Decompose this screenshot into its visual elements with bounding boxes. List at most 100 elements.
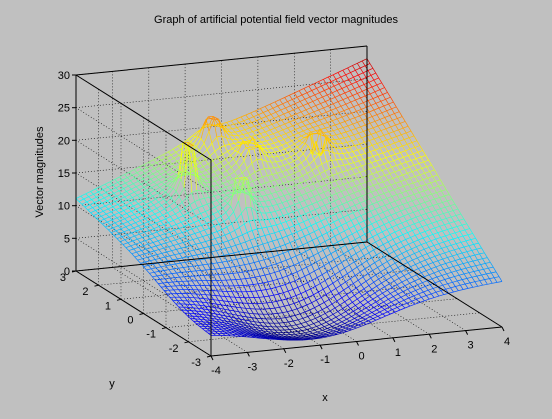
mesh-line-x	[412, 169, 418, 173]
mesh-line-x	[432, 174, 438, 177]
mesh-line-y	[393, 296, 397, 300]
mesh-line-y	[288, 266, 293, 275]
mesh-line-x	[434, 225, 440, 229]
mesh-line-x	[376, 82, 382, 86]
mesh-line-y	[307, 334, 311, 336]
mesh-line-x	[254, 260, 260, 263]
mesh-line-y	[203, 314, 208, 318]
mesh-line-x	[439, 224, 445, 227]
mesh-line-y	[367, 320, 372, 323]
mesh-line-x	[446, 216, 452, 219]
mesh-line-y	[327, 177, 331, 183]
mesh-line-x	[346, 83, 352, 87]
mesh-line-y	[377, 316, 381, 319]
mesh-line-y	[166, 251, 170, 257]
mesh-line-y	[157, 192, 161, 197]
mesh-line-x	[439, 195, 445, 198]
mesh-line-y	[199, 199, 203, 207]
mesh-line-y	[327, 316, 332, 321]
mesh-line-x	[311, 87, 317, 91]
mesh-line-x	[402, 143, 408, 147]
mesh-line-y	[263, 322, 268, 327]
mesh-line-x	[85, 191, 91, 195]
mesh-line-x	[137, 215, 143, 218]
mesh-line-x	[323, 262, 330, 266]
mesh-line-x	[360, 298, 366, 303]
mesh-line-x	[275, 285, 281, 288]
mesh-line-y	[227, 333, 231, 337]
mesh-line-y	[278, 322, 282, 328]
mesh-line-y	[273, 118, 278, 123]
mesh-line-x	[418, 237, 424, 241]
mesh-line-y	[281, 300, 285, 307]
mesh-line-y	[273, 142, 278, 148]
mesh-line-y	[262, 148, 266, 153]
mesh-line-x	[361, 135, 367, 139]
mesh-line-y	[201, 280, 206, 286]
mesh-line-x	[323, 189, 329, 193]
mesh-line-y	[295, 333, 299, 337]
mesh-line-y	[413, 295, 417, 300]
mesh-line-x	[438, 269, 444, 272]
mesh-line-x	[414, 145, 420, 148]
mesh-line-x	[407, 200, 413, 203]
mesh-line-y	[323, 192, 328, 198]
mesh-line-y	[216, 262, 221, 269]
mesh-line-x	[240, 278, 246, 280]
mesh-line-x	[155, 195, 161, 200]
mesh-line-y	[198, 168, 202, 173]
mesh-line-x	[105, 189, 112, 193]
mesh-line-x	[120, 226, 126, 230]
mesh-line-y	[246, 193, 251, 196]
mesh-line-x	[380, 315, 386, 319]
mesh-line-x	[348, 134, 354, 137]
mesh-line-y	[357, 244, 362, 251]
mesh-line-y	[225, 315, 229, 320]
mesh-line-x	[313, 109, 319, 113]
mesh-line-x	[348, 106, 354, 110]
mesh-line-y	[371, 289, 376, 294]
mesh-line-x	[388, 219, 395, 223]
mesh-line-y	[166, 293, 171, 298]
mesh-line-x	[235, 154, 242, 163]
mesh-line-y	[365, 307, 370, 311]
mesh-line-y	[284, 176, 289, 182]
mesh-line-x	[298, 334, 304, 337]
mesh-line-y	[303, 221, 307, 228]
mesh-line-y	[350, 187, 355, 193]
mesh-line-x	[408, 295, 414, 299]
mesh-line-y	[250, 146, 254, 150]
mesh-line-x	[110, 222, 116, 226]
mesh-line-y	[345, 222, 350, 229]
mesh-line-x	[452, 226, 458, 229]
mesh-line-x	[187, 255, 193, 258]
mesh-line-x	[225, 184, 231, 188]
mesh-line-y	[285, 339, 289, 341]
mesh-line-y	[317, 125, 321, 130]
mesh-line-y	[291, 337, 295, 339]
floor-gridline	[221, 256, 357, 342]
mesh-line-y	[262, 330, 267, 334]
mesh-line-x	[386, 108, 392, 112]
mesh-line-x	[389, 231, 396, 235]
mesh-line-y	[293, 191, 298, 198]
mesh-line-x	[367, 236, 373, 240]
mesh-line-y	[254, 200, 259, 207]
mesh-line-y	[217, 184, 222, 190]
mesh-line-x	[351, 327, 357, 331]
mesh-line-x	[271, 263, 277, 266]
mesh-line-y	[140, 242, 144, 246]
mesh-line-y	[321, 274, 326, 281]
mesh-line-x	[285, 186, 291, 190]
mesh-line-x	[345, 130, 351, 133]
mesh-line-y	[368, 218, 372, 225]
mesh-line-x	[174, 164, 181, 168]
mesh-line-y	[125, 247, 130, 251]
mesh-line-x	[206, 167, 212, 171]
mesh-line-y	[266, 125, 271, 131]
mesh-line-x	[202, 316, 207, 319]
mesh-line-x	[331, 193, 337, 196]
mesh-line-x	[99, 218, 105, 222]
mesh-line-x	[365, 244, 371, 248]
mesh-line-x	[387, 119, 393, 123]
